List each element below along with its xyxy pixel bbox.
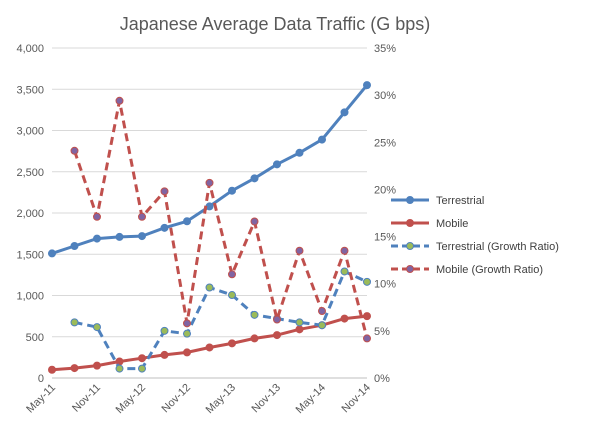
data-point: [93, 323, 101, 332]
legend-marker: [406, 219, 414, 227]
data-point: [273, 331, 281, 340]
data-point: [70, 364, 79, 373]
data-point: [340, 246, 349, 255]
data-point: [160, 187, 169, 196]
x-tick-label: Nov-14: [340, 382, 374, 416]
data-point: [295, 325, 304, 334]
data-point: [273, 160, 281, 169]
data-point: [228, 270, 236, 279]
data-point: [228, 291, 236, 300]
data-point: [160, 350, 169, 359]
x-tick-label: Nov-12: [160, 382, 194, 416]
data-point: [48, 365, 56, 374]
data-point: [228, 186, 236, 195]
data-point: [115, 364, 124, 373]
data-point: [93, 234, 101, 243]
data-point: [183, 217, 191, 226]
data-point: [115, 232, 124, 241]
data-point: [363, 81, 371, 90]
y-right-tick-label: 0%: [374, 373, 390, 385]
series-line: [50, 83, 369, 255]
data-point: [138, 212, 146, 221]
data-point: [183, 329, 191, 338]
data-point: [70, 146, 79, 155]
data-point: [183, 319, 191, 328]
data-point: [205, 343, 214, 352]
series-line: [73, 99, 369, 339]
legend-label: Terrestrial (Growth Ratio): [436, 241, 559, 253]
data-point: [183, 348, 191, 357]
data-point: [160, 223, 169, 232]
y-left-tick-label: 3,000: [16, 126, 44, 138]
data-point: [250, 174, 259, 183]
data-point: [318, 135, 326, 144]
data-point: [138, 354, 146, 363]
data-point: [205, 283, 214, 292]
chart-title: Japanese Average Data Traffic (G bps): [120, 14, 431, 34]
data-point: [70, 318, 79, 327]
y-right-tick-label: 15%: [374, 232, 396, 244]
legend-marker: [406, 196, 414, 204]
data-point: [363, 312, 371, 321]
data-point: [228, 339, 236, 348]
data-point: [250, 310, 259, 319]
x-tick-label: May-13: [204, 382, 238, 416]
data-point: [363, 277, 371, 286]
data-point: [340, 108, 349, 117]
y-right-tick-label: 5%: [374, 326, 390, 338]
data-point: [160, 326, 169, 335]
y-right-tick-label: 25%: [374, 137, 396, 149]
data-point: [138, 232, 146, 241]
data-point: [70, 242, 79, 250]
y-right-tick-label: 30%: [374, 90, 396, 102]
legend-marker: [406, 265, 414, 273]
data-point: [93, 212, 101, 221]
y-left-tick-label: 3,500: [16, 84, 44, 96]
data-point: [295, 148, 304, 157]
data-point: [295, 318, 304, 327]
x-tick-label: Nov-13: [250, 382, 284, 416]
legend-marker: [406, 242, 414, 250]
x-tick-label: May-14: [294, 382, 328, 416]
data-point: [48, 249, 56, 258]
y-left-tick-label: 4,000: [16, 43, 44, 55]
legend-label: Mobile (Growth Ratio): [436, 264, 543, 276]
x-tick-label: May-12: [114, 382, 148, 416]
y-left-tick-label: 2,500: [16, 167, 44, 179]
y-left-tick-label: 1,500: [16, 249, 44, 261]
data-point: [318, 307, 326, 316]
data-point: [115, 357, 124, 366]
y-left-tick-label: 0: [38, 373, 44, 385]
data-point: [295, 246, 304, 255]
data-point: [115, 96, 124, 105]
y-left-tick-label: 500: [26, 332, 44, 344]
data-point: [340, 267, 349, 276]
data-point: [363, 334, 371, 343]
data-point: [93, 361, 101, 370]
data-point: [205, 178, 214, 187]
data-point: [250, 334, 259, 343]
data-point: [273, 315, 281, 324]
y-right-tick-label: 10%: [374, 279, 396, 291]
series-line: [74, 270, 368, 371]
legend-label: Terrestrial: [436, 195, 484, 207]
y-right-tick-label: 20%: [374, 184, 396, 196]
data-point: [250, 217, 259, 226]
x-tick-label: May-11: [24, 382, 58, 416]
legend-label: Mobile: [436, 218, 468, 230]
data-point: [138, 364, 146, 373]
data-point: [340, 314, 349, 323]
x-tick-label: Nov-11: [70, 382, 103, 415]
y-left-tick-label: 2,000: [16, 208, 44, 220]
data-point: [318, 321, 326, 330]
y-right-tick-label: 35%: [374, 43, 396, 55]
y-left-tick-label: 1,000: [16, 291, 44, 303]
